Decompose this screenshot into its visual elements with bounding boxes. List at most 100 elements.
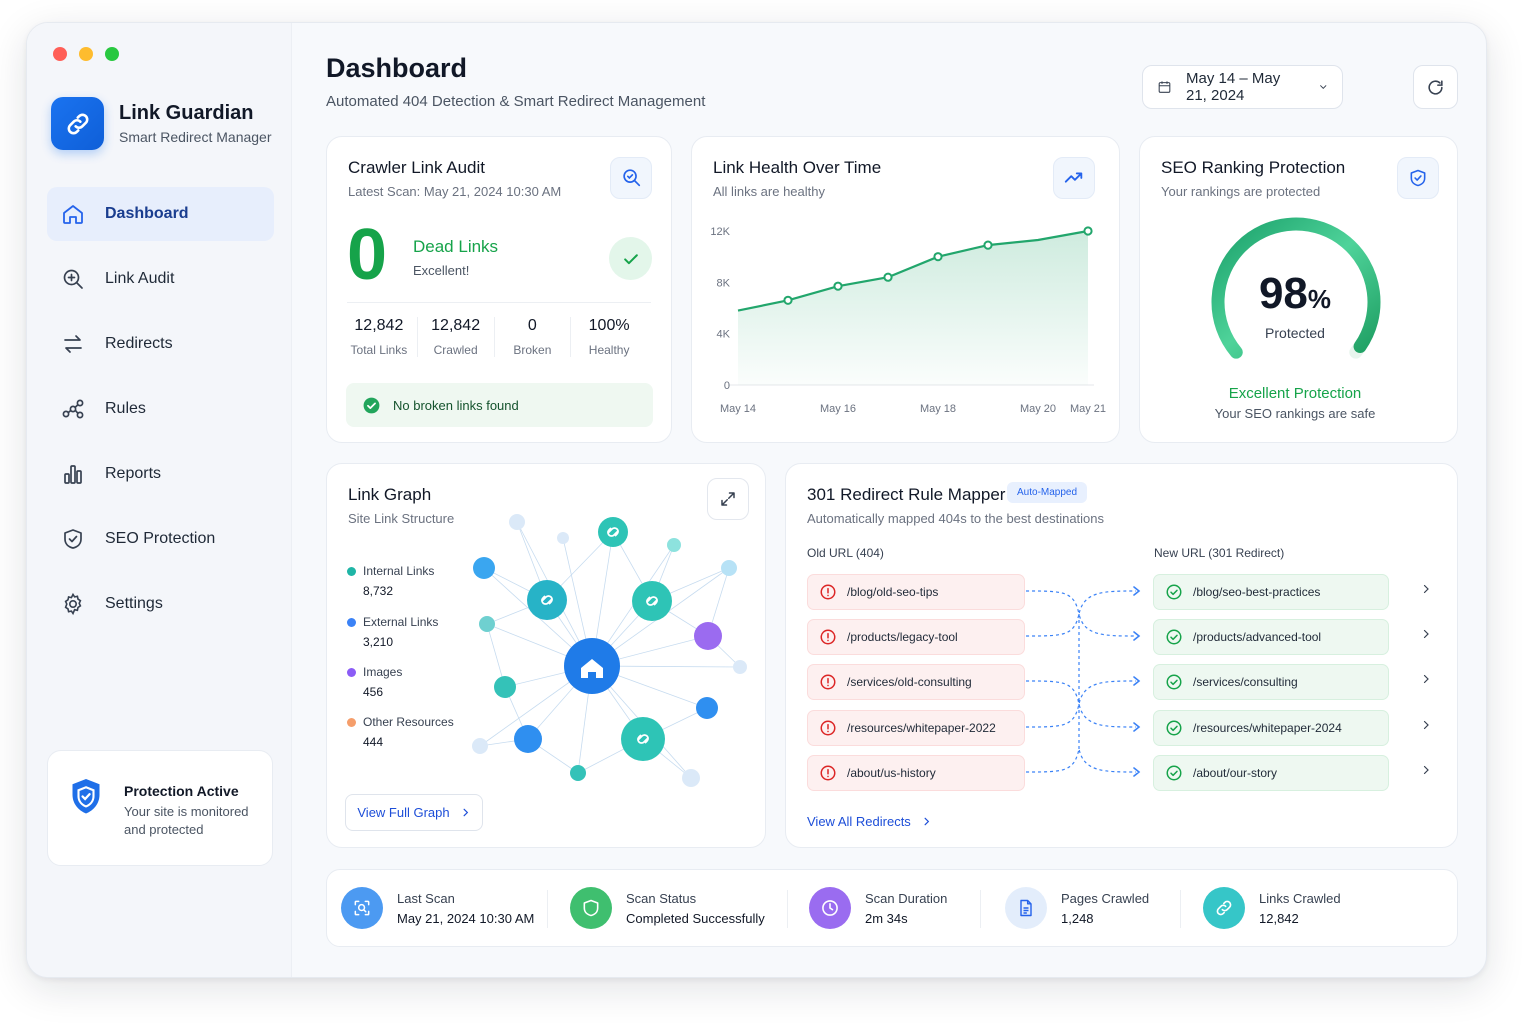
legend-value: 456 xyxy=(363,685,384,699)
minimize-window-button[interactable] xyxy=(79,47,93,61)
health-data-point xyxy=(883,272,893,282)
protection-status-card: Protection Active Your site is monitored… xyxy=(47,750,273,866)
clock-icon xyxy=(809,887,851,929)
status-title: Pages Crawled xyxy=(1061,890,1150,906)
new-url-row[interactable]: /services/consulting xyxy=(1153,664,1389,700)
old-url-row[interactable]: /services/old-consulting xyxy=(807,664,1025,700)
dead-links-label: Dead Links xyxy=(413,237,499,256)
old-url-text: /products/legacy-tool xyxy=(847,630,958,644)
trending-up-icon xyxy=(1064,172,1083,183)
old-url-text: /resources/whitepaper-2022 xyxy=(847,721,996,735)
row-chevron-right-icon[interactable] xyxy=(1420,672,1432,688)
old-url-text: /blog/old-seo-tips xyxy=(847,585,939,599)
row-chevron-right-icon[interactable] xyxy=(1420,763,1432,779)
check-circle-icon xyxy=(363,397,380,413)
home-icon xyxy=(63,205,83,224)
old-url-row[interactable]: /resources/whitepaper-2022 xyxy=(807,710,1025,746)
document-icon xyxy=(1005,887,1047,929)
new-url-row[interactable]: /resources/whitepaper-2024 xyxy=(1153,710,1389,746)
crawler-audit-card: Crawler Link Audit Latest Scan: May 21, … xyxy=(326,136,672,443)
status-value: 2m 34s xyxy=(865,910,908,926)
date-range-picker[interactable]: May 14 – May 21, 2024 xyxy=(1142,65,1343,109)
sidebar-item-label: Reports xyxy=(105,465,162,482)
stat-crawled: 12,842 Crawled xyxy=(418,317,495,357)
seo-subtitle: Your rankings are protected xyxy=(1161,184,1321,199)
mapper-subtitle: Automatically mapped 404s to the best de… xyxy=(807,511,1105,526)
sidebar-item-link-audit[interactable]: Link Audit xyxy=(47,252,274,306)
sidebar-item-reports[interactable]: Reports xyxy=(47,447,274,501)
old-url-row[interactable]: /blog/old-seo-tips xyxy=(807,574,1025,610)
seo-percent-sign: % xyxy=(1307,284,1332,314)
brand: Link Guardian Smart Redirect Manager xyxy=(51,97,272,150)
health-data-point xyxy=(833,281,843,291)
swap-arrows-icon xyxy=(64,335,82,353)
crawler-stats: 12,842 Total Links 12,842 Crawled 0 Broken … xyxy=(341,317,647,357)
sidebar-item-label: Rules xyxy=(105,400,146,417)
new-url-text: /products/advanced-tool xyxy=(1193,630,1322,644)
status-title: Scan Duration xyxy=(865,890,948,906)
status-value: Completed Successfully xyxy=(626,910,765,926)
row-chevron-right-icon[interactable] xyxy=(1420,582,1432,598)
view-full-graph-button[interactable]: View Full Graph xyxy=(345,794,483,831)
error-icon xyxy=(820,674,836,690)
expand-graph-button[interactable] xyxy=(707,478,749,520)
shield-check-icon xyxy=(570,887,612,929)
legend-label: Images xyxy=(363,665,403,679)
new-url-row[interactable]: /blog/seo-best-practices xyxy=(1153,574,1389,610)
view-all-redirects-link[interactable]: View All Redirects xyxy=(807,814,932,829)
seo-status: Excellent Protection xyxy=(1228,385,1362,402)
health-subtitle: All links are healthy xyxy=(713,184,825,199)
x-tick-label: May 21 xyxy=(1070,403,1106,415)
check-circle-icon xyxy=(1166,765,1182,781)
gauge-label: Protected xyxy=(1265,325,1325,341)
status-title: Last Scan xyxy=(397,890,455,906)
view-graph-label: View Full Graph xyxy=(357,805,450,820)
health-data-point xyxy=(933,252,943,262)
old-url-row[interactable]: /about/us-history xyxy=(807,755,1025,791)
sidebar-item-label: Settings xyxy=(105,595,163,612)
y-tick-label: 4K xyxy=(717,329,731,341)
trend-button[interactable] xyxy=(1053,157,1095,199)
new-url-row[interactable]: /about/our-story xyxy=(1153,755,1389,791)
old-url-row[interactable]: /products/legacy-tool xyxy=(807,619,1025,655)
old-url-text: /services/old-consulting xyxy=(847,675,972,689)
sidebar: Link Guardian Smart Redirect Manager Das… xyxy=(27,23,292,977)
check-circle-icon xyxy=(1166,674,1182,690)
sidebar-item-label: SEO Protection xyxy=(105,530,216,547)
search-scan-icon xyxy=(623,169,641,187)
status-scan-duration: Scan Duration 2m 34s xyxy=(809,887,947,929)
status-last-scan: Last Scan May 21, 2024 10:30 AM xyxy=(341,887,534,929)
legend-dot xyxy=(347,567,356,577)
seo-title: SEO Ranking Protection xyxy=(1161,158,1346,177)
dead-links-count: 0 xyxy=(347,215,388,295)
sidebar-item-redirects[interactable]: Redirects xyxy=(47,317,274,371)
link-network-graph xyxy=(472,514,747,787)
seo-gauge xyxy=(1211,217,1381,359)
status-links-crawled: Links Crawled 12,842 xyxy=(1203,887,1341,929)
chevron-down-icon xyxy=(1319,85,1326,89)
sidebar-item-rules[interactable]: Rules xyxy=(47,382,274,436)
refresh-button[interactable] xyxy=(1413,65,1458,109)
link-health-card: Link Health Over Time All links are heal… xyxy=(691,136,1120,443)
row-chevron-right-icon[interactable] xyxy=(1420,718,1432,734)
new-url-row[interactable]: /products/advanced-tool xyxy=(1153,619,1389,655)
row-chevron-right-icon[interactable] xyxy=(1420,627,1432,643)
y-tick-label: 12K xyxy=(710,226,730,238)
sidebar-item-settings[interactable]: Settings xyxy=(47,577,274,631)
sidebar-item-seo-protection[interactable]: SEO Protection xyxy=(47,512,274,566)
redirect-mapper-card: 301 Redirect Rule Mapper Auto-Mapped Aut… xyxy=(785,463,1458,848)
protection-title: Protection Active xyxy=(124,783,239,799)
legend-value: 3,210 xyxy=(363,635,394,649)
maximize-window-button[interactable] xyxy=(105,47,119,61)
seo-shield-button[interactable] xyxy=(1397,157,1439,199)
close-window-button[interactable] xyxy=(53,47,67,61)
refresh-icon xyxy=(1428,79,1443,95)
legend-other-resources: Other Resources 444 xyxy=(347,715,454,749)
audit-search-button[interactable] xyxy=(610,157,652,199)
mapper-title: 301 Redirect Rule Mapper xyxy=(807,485,1006,504)
no-broken-links-banner: No broken links found xyxy=(346,383,653,427)
sidebar-item-dashboard[interactable]: Dashboard xyxy=(47,187,274,241)
divider xyxy=(347,302,651,303)
stat-value: 0 xyxy=(527,317,537,334)
seo-protection-card: SEO Ranking Protection Your rankings are… xyxy=(1139,136,1458,443)
